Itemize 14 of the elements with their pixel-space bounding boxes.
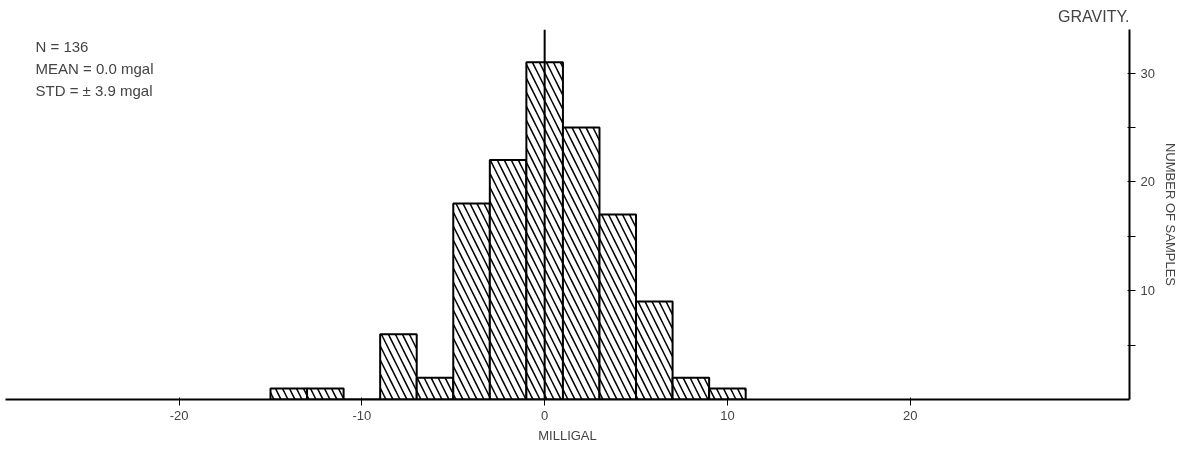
x-tick-label: 0 bbox=[541, 407, 549, 423]
y-tick-label: 30 bbox=[1140, 65, 1155, 81]
annotation: STD = ± 3.9 mgal bbox=[35, 81, 153, 99]
x-tick-label: -10 bbox=[352, 407, 372, 423]
y-axis-title: NUMBER OF SAMPLES bbox=[1162, 142, 1178, 287]
x-tick-label: 20 bbox=[902, 407, 918, 423]
y-tick-label: 10 bbox=[1140, 283, 1155, 299]
x-axis-title: MILLIGAL bbox=[538, 427, 597, 443]
x-tick-label: 10 bbox=[720, 407, 735, 423]
annotation: MEAN = 0.0 mgal bbox=[35, 59, 154, 77]
x-tick-label: -20 bbox=[169, 407, 189, 423]
annotation: N = 136 bbox=[35, 37, 89, 55]
chart-title: GRAVITY. bbox=[1058, 7, 1130, 25]
y-tick-label: 20 bbox=[1140, 174, 1155, 190]
